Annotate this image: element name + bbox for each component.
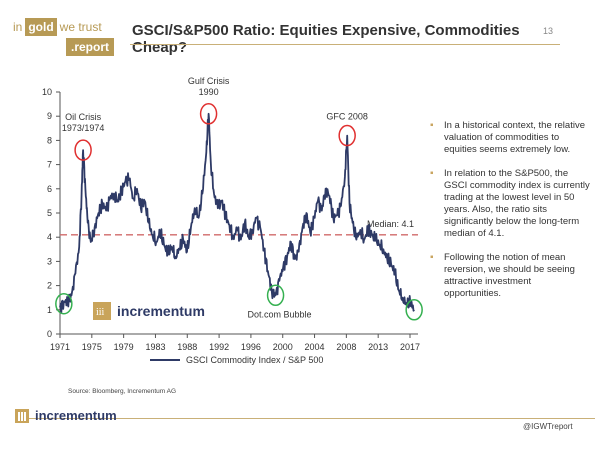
source-note: Source: Bloomberg, Incrementum AG — [68, 388, 177, 395]
page-title: GSCI/S&P500 Ratio: Equities Expensive, C… — [132, 22, 520, 56]
incrementum-logo-icon — [15, 408, 29, 423]
y-tick-label: 9 — [47, 111, 52, 121]
logo-report-text: .report — [65, 38, 114, 56]
green-highlight-circle — [266, 284, 285, 307]
logo-top-row: in gold we trust — [10, 18, 105, 36]
x-tick-label: 2000 — [273, 342, 293, 352]
logo-gold-text: gold — [25, 18, 57, 36]
y-tick-label: 0 — [47, 329, 52, 339]
x-tick-label: 1979 — [114, 342, 134, 352]
commentary-list: ▪ In a historical context, the relative … — [430, 120, 590, 312]
y-tick-label: 8 — [47, 135, 52, 145]
chart-legend: GSCI Commodity Index / S&P 500 — [150, 355, 323, 365]
red-highlight-circle — [74, 139, 92, 161]
footer-divider — [15, 418, 595, 419]
commentary-text: In relation to the S&P500, the GSCI comm… — [444, 168, 590, 239]
y-tick-label: 6 — [47, 184, 52, 194]
watermark-brand-text: incrementum — [117, 303, 205, 319]
bullet-icon: ▪ — [430, 252, 434, 263]
x-tick-label: 1988 — [177, 342, 197, 352]
commentary-text: Following the notion of mean reversion, … — [444, 252, 575, 299]
logo-we-trust-text: we trust — [59, 20, 102, 34]
x-tick-label: 2017 — [400, 342, 420, 352]
footer-brand-text: incrementum — [35, 408, 117, 423]
y-tick-label: 7 — [47, 160, 52, 170]
title-divider — [130, 44, 560, 45]
series-line — [59, 112, 415, 314]
median-label: Median: 4.1 — [367, 219, 414, 229]
annotation-label: Dot.com Bubble — [248, 309, 312, 319]
commentary-item: ▪ In a historical context, the relative … — [430, 120, 590, 156]
footer-logo: incrementum — [15, 408, 117, 423]
annotation-label: Oil Crisis — [65, 112, 101, 122]
annotation-sublabel: 1990 — [199, 87, 219, 97]
commentary-item: ▪ In relation to the S&P500, the GSCI co… — [430, 168, 590, 240]
y-tick-label: 3 — [47, 256, 52, 266]
annotation-label: GFC 2008 — [326, 112, 368, 122]
x-tick-label: 1971 — [50, 342, 70, 352]
red-highlight-circle — [199, 103, 218, 125]
x-tick-label: 1983 — [145, 342, 165, 352]
green-highlight-circle — [405, 299, 423, 321]
commentary-text: In a historical context, the relative va… — [444, 120, 585, 155]
chart-axes: 0 1 2 3 4 5 6 7 8 9 10 1971 1975 1979 1983 1988 1992 1996… — [42, 87, 420, 352]
commentary-item: ▪ Following the notion of mean reversion… — [430, 252, 590, 300]
x-tick-label: 1996 — [241, 342, 261, 352]
annotation-label: Gulf Crisis — [188, 76, 230, 86]
y-tick-label: 4 — [47, 232, 52, 242]
x-tick-label: 1992 — [209, 342, 229, 352]
chart-marks: Median: 4.1 — [59, 112, 418, 314]
x-tick-label: 2004 — [305, 342, 325, 352]
legend-label: GSCI Commodity Index / S&P 500 — [186, 355, 323, 365]
y-tick-label: 10 — [42, 87, 52, 97]
chart-watermark: iii incrementum — [93, 302, 205, 320]
y-tick-label: 2 — [47, 281, 52, 291]
logo-in-text: in — [13, 20, 23, 34]
ingoldwetrust-logo: in gold we trust .report — [10, 18, 114, 62]
annotation-sublabel: 1973/1974 — [62, 123, 105, 133]
x-tick-label: 2008 — [336, 342, 356, 352]
x-tick-label: 1975 — [82, 342, 102, 352]
footer-handle: @IGWTreport — [523, 422, 573, 431]
bullet-icon: ▪ — [430, 120, 434, 131]
green-highlight-circle — [55, 293, 73, 315]
bullet-icon: ▪ — [430, 168, 434, 179]
y-tick-label: 5 — [47, 208, 52, 218]
x-tick-label: 2013 — [368, 342, 388, 352]
page-number: 13 — [543, 26, 554, 36]
y-tick-label: 1 — [47, 305, 52, 315]
red-highlight-circle — [338, 124, 356, 147]
watermark-logo-glyph: iii — [96, 307, 105, 318]
watermark-logo-icon — [93, 302, 111, 320]
